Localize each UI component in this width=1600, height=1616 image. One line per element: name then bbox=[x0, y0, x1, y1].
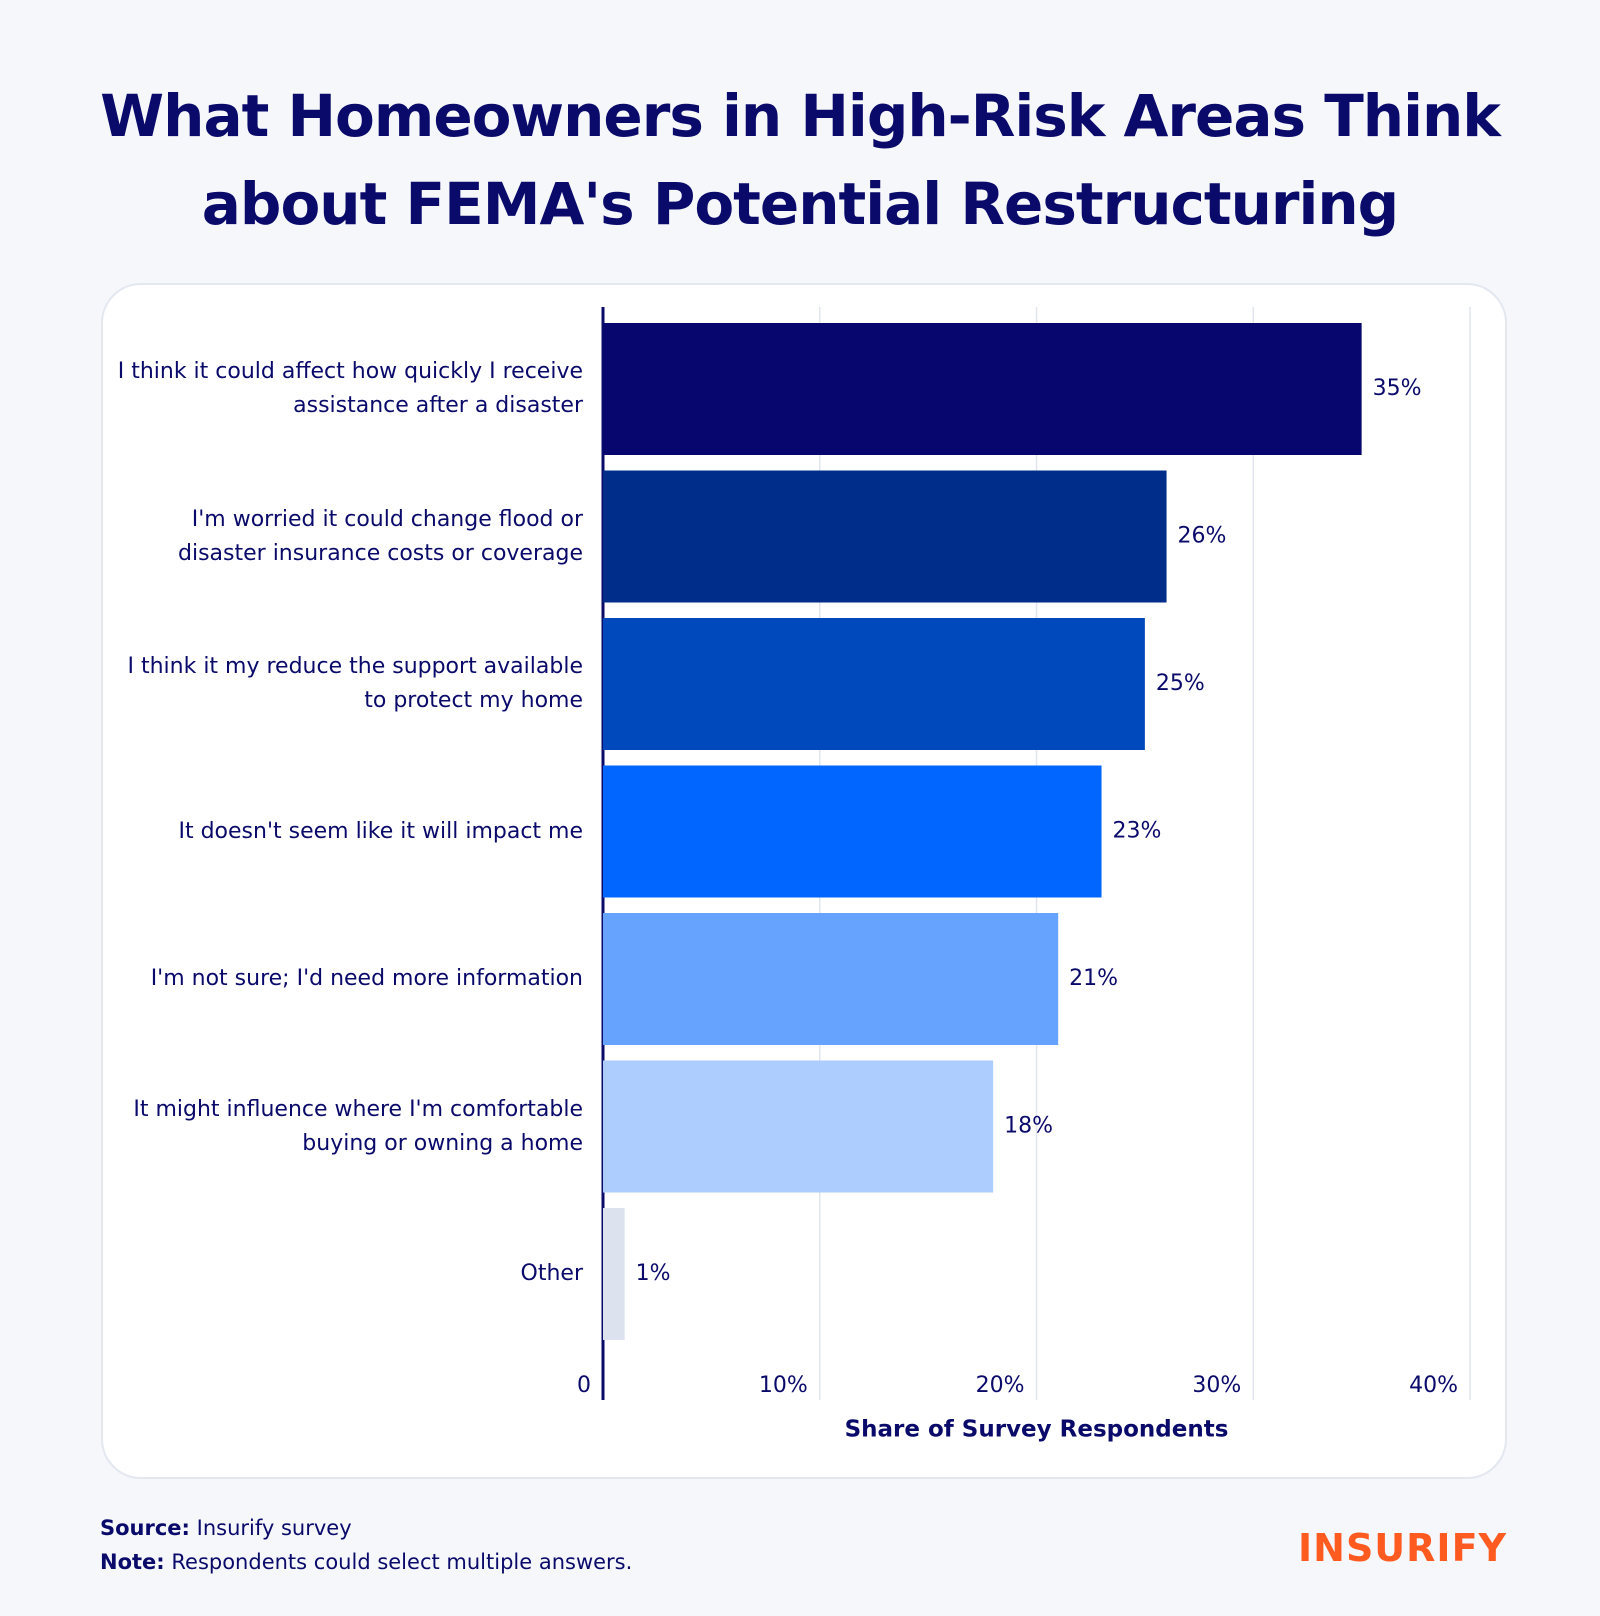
value-label: 26% bbox=[1178, 524, 1227, 549]
x-tick-label: 20% bbox=[976, 1373, 1025, 1398]
note: Note: Respondents could select multiple … bbox=[100, 1550, 632, 1574]
category-label: Other bbox=[520, 1261, 583, 1286]
bar bbox=[603, 470, 1167, 603]
category-label: I'm worried it could change flood or dis… bbox=[178, 506, 583, 566]
value-label: 35% bbox=[1373, 376, 1422, 401]
x-tick-label: 30% bbox=[1192, 1373, 1241, 1398]
source-label: Source: bbox=[100, 1516, 190, 1540]
x-tick-label: 40% bbox=[1409, 1373, 1458, 1398]
value-label: 21% bbox=[1069, 966, 1118, 991]
source: Source: Insurify survey bbox=[100, 1516, 352, 1540]
value-label: 18% bbox=[1004, 1114, 1053, 1139]
bar bbox=[603, 323, 1362, 455]
bar bbox=[603, 1060, 994, 1193]
category-label: It doesn't seem like it will impact me bbox=[178, 818, 583, 844]
note-label: Note: bbox=[100, 1550, 165, 1574]
value-label: 25% bbox=[1156, 671, 1205, 696]
bar bbox=[603, 618, 1145, 750]
note-text: Respondents could select multiple answer… bbox=[171, 1550, 633, 1574]
bar bbox=[603, 765, 1102, 898]
source-text: Insurify survey bbox=[196, 1516, 352, 1540]
bar bbox=[603, 913, 1059, 1045]
bar bbox=[603, 1208, 625, 1340]
category-label: I think it my reduce the support availab… bbox=[127, 654, 583, 713]
value-label: 23% bbox=[1113, 819, 1162, 844]
category-label: I think it could affect how quickly I re… bbox=[117, 359, 583, 418]
value-label: 1% bbox=[636, 1261, 671, 1286]
x-tick-label: 0 bbox=[577, 1373, 591, 1398]
x-tick-label: 10% bbox=[759, 1373, 808, 1398]
category-label: It might influence where I'm comfortable… bbox=[133, 1096, 583, 1156]
logo: INSURIFY bbox=[1298, 1526, 1508, 1570]
x-axis-title: Share of Survey Respondents bbox=[845, 1417, 1229, 1443]
category-label: I'm not sure; I'd need more information bbox=[150, 966, 583, 991]
chart-title: What Homeowners in High-Risk Areas Think… bbox=[100, 82, 1501, 238]
